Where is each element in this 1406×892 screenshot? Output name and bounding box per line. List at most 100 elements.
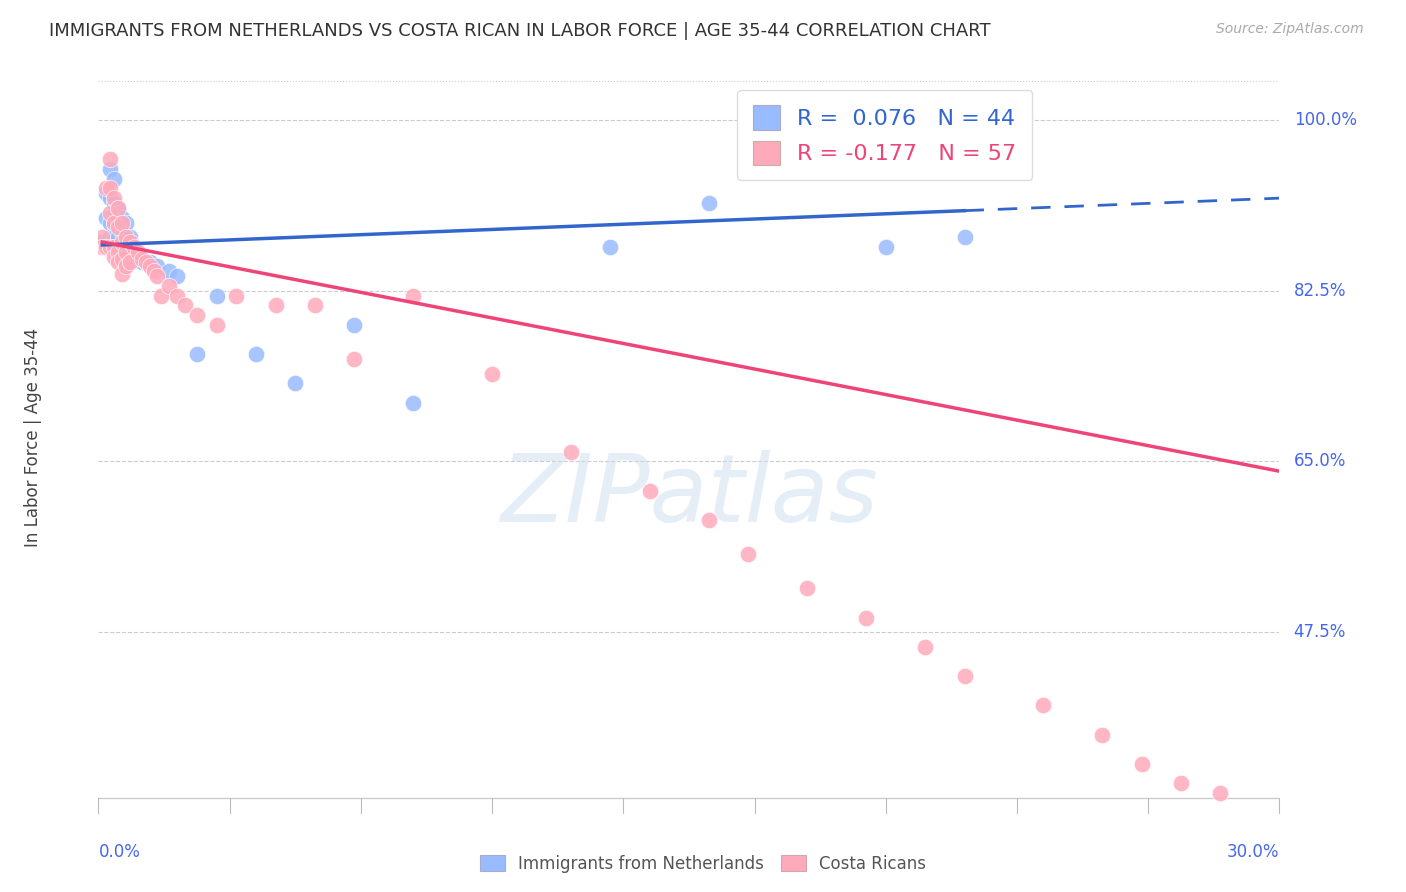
Point (1091, 727, 1114, 741)
Point (96, 211, 118, 225)
Point (103, 196, 125, 211)
Point (855, 610, 877, 624)
Point (107, 215, 129, 229)
Point (103, 171, 125, 186)
Point (157, 264, 180, 278)
Point (111, 215, 134, 229)
Point (115, 244, 138, 259)
Point (481, 367, 503, 381)
Point (107, 240, 129, 254)
Point (1032, 698, 1054, 713)
Point (304, 298, 326, 312)
Point (91, 240, 114, 254)
Point (914, 640, 936, 654)
Point (98, 181, 121, 195)
Text: In Labor Force | Age 35-44: In Labor Force | Age 35-44 (24, 327, 42, 547)
Point (98, 191, 121, 205)
Point (103, 215, 125, 229)
Point (343, 318, 366, 332)
Point (135, 254, 157, 268)
Point (118, 230, 141, 244)
Point (343, 352, 366, 367)
Point (186, 308, 208, 322)
Point (402, 288, 425, 302)
Point (697, 513, 720, 527)
Point (953, 230, 976, 244)
Point (111, 225, 134, 239)
Point (115, 215, 138, 229)
Point (135, 254, 157, 268)
Point (118, 254, 141, 268)
Point (131, 254, 153, 268)
Point (111, 267, 134, 281)
Text: 65.0%: 65.0% (1294, 452, 1346, 470)
Point (98, 206, 121, 220)
Point (107, 220, 129, 235)
Point (96, 235, 118, 249)
Point (115, 230, 138, 244)
Point (98, 230, 121, 244)
Point (98, 240, 121, 254)
Point (91, 235, 114, 249)
Point (737, 547, 759, 561)
Point (284, 376, 307, 391)
Point (638, 483, 661, 498)
Text: IMMIGRANTS FROM NETHERLANDS VS COSTA RICAN IN LABOR FORCE | AGE 35-44 CORRELATIO: IMMIGRANTS FROM NETHERLANDS VS COSTA RIC… (49, 22, 991, 40)
Text: 100.0%: 100.0% (1294, 112, 1357, 129)
Point (111, 235, 134, 249)
Point (245, 347, 267, 361)
Point (174, 298, 197, 312)
Legend: R =  0.076   N = 44, R = -0.177   N = 57: R = 0.076 N = 44, R = -0.177 N = 57 (738, 90, 1032, 180)
Point (115, 230, 138, 244)
Point (205, 318, 228, 332)
Point (107, 230, 129, 244)
Point (402, 396, 425, 410)
Point (1130, 756, 1153, 771)
Point (225, 288, 247, 302)
Point (953, 669, 976, 683)
Point (111, 240, 134, 254)
Point (91, 230, 114, 244)
Point (122, 250, 145, 264)
Point (96, 186, 118, 201)
Point (131, 252, 153, 266)
Point (91, 235, 114, 249)
Point (98, 152, 121, 166)
Point (103, 240, 125, 254)
Point (138, 254, 160, 268)
Point (166, 288, 188, 302)
Point (138, 260, 160, 274)
Point (122, 240, 145, 254)
Point (142, 264, 165, 278)
Point (103, 191, 125, 205)
Point (107, 201, 129, 215)
Point (127, 250, 149, 264)
Point (560, 444, 582, 458)
Text: 0.0%: 0.0% (98, 843, 141, 861)
Point (103, 250, 125, 264)
Point (146, 260, 169, 274)
Point (150, 288, 173, 302)
Legend: Immigrants from Netherlands, Costa Ricans: Immigrants from Netherlands, Costa Rican… (474, 848, 932, 880)
Point (796, 581, 818, 595)
Text: 30.0%: 30.0% (1227, 843, 1279, 861)
Point (98, 215, 121, 229)
Point (118, 235, 141, 249)
Point (1209, 786, 1232, 800)
Point (599, 240, 621, 254)
Point (96, 240, 118, 254)
Point (875, 240, 897, 254)
Point (118, 244, 141, 259)
Point (186, 347, 208, 361)
Point (115, 260, 138, 274)
Point (264, 298, 287, 312)
Point (166, 269, 188, 284)
Point (98, 161, 121, 176)
Point (146, 269, 169, 284)
Text: Source: ZipAtlas.com: Source: ZipAtlas.com (1216, 22, 1364, 37)
Text: 47.5%: 47.5% (1294, 624, 1346, 641)
Point (205, 288, 228, 302)
Point (157, 279, 180, 293)
Point (111, 252, 134, 266)
Point (115, 240, 138, 254)
